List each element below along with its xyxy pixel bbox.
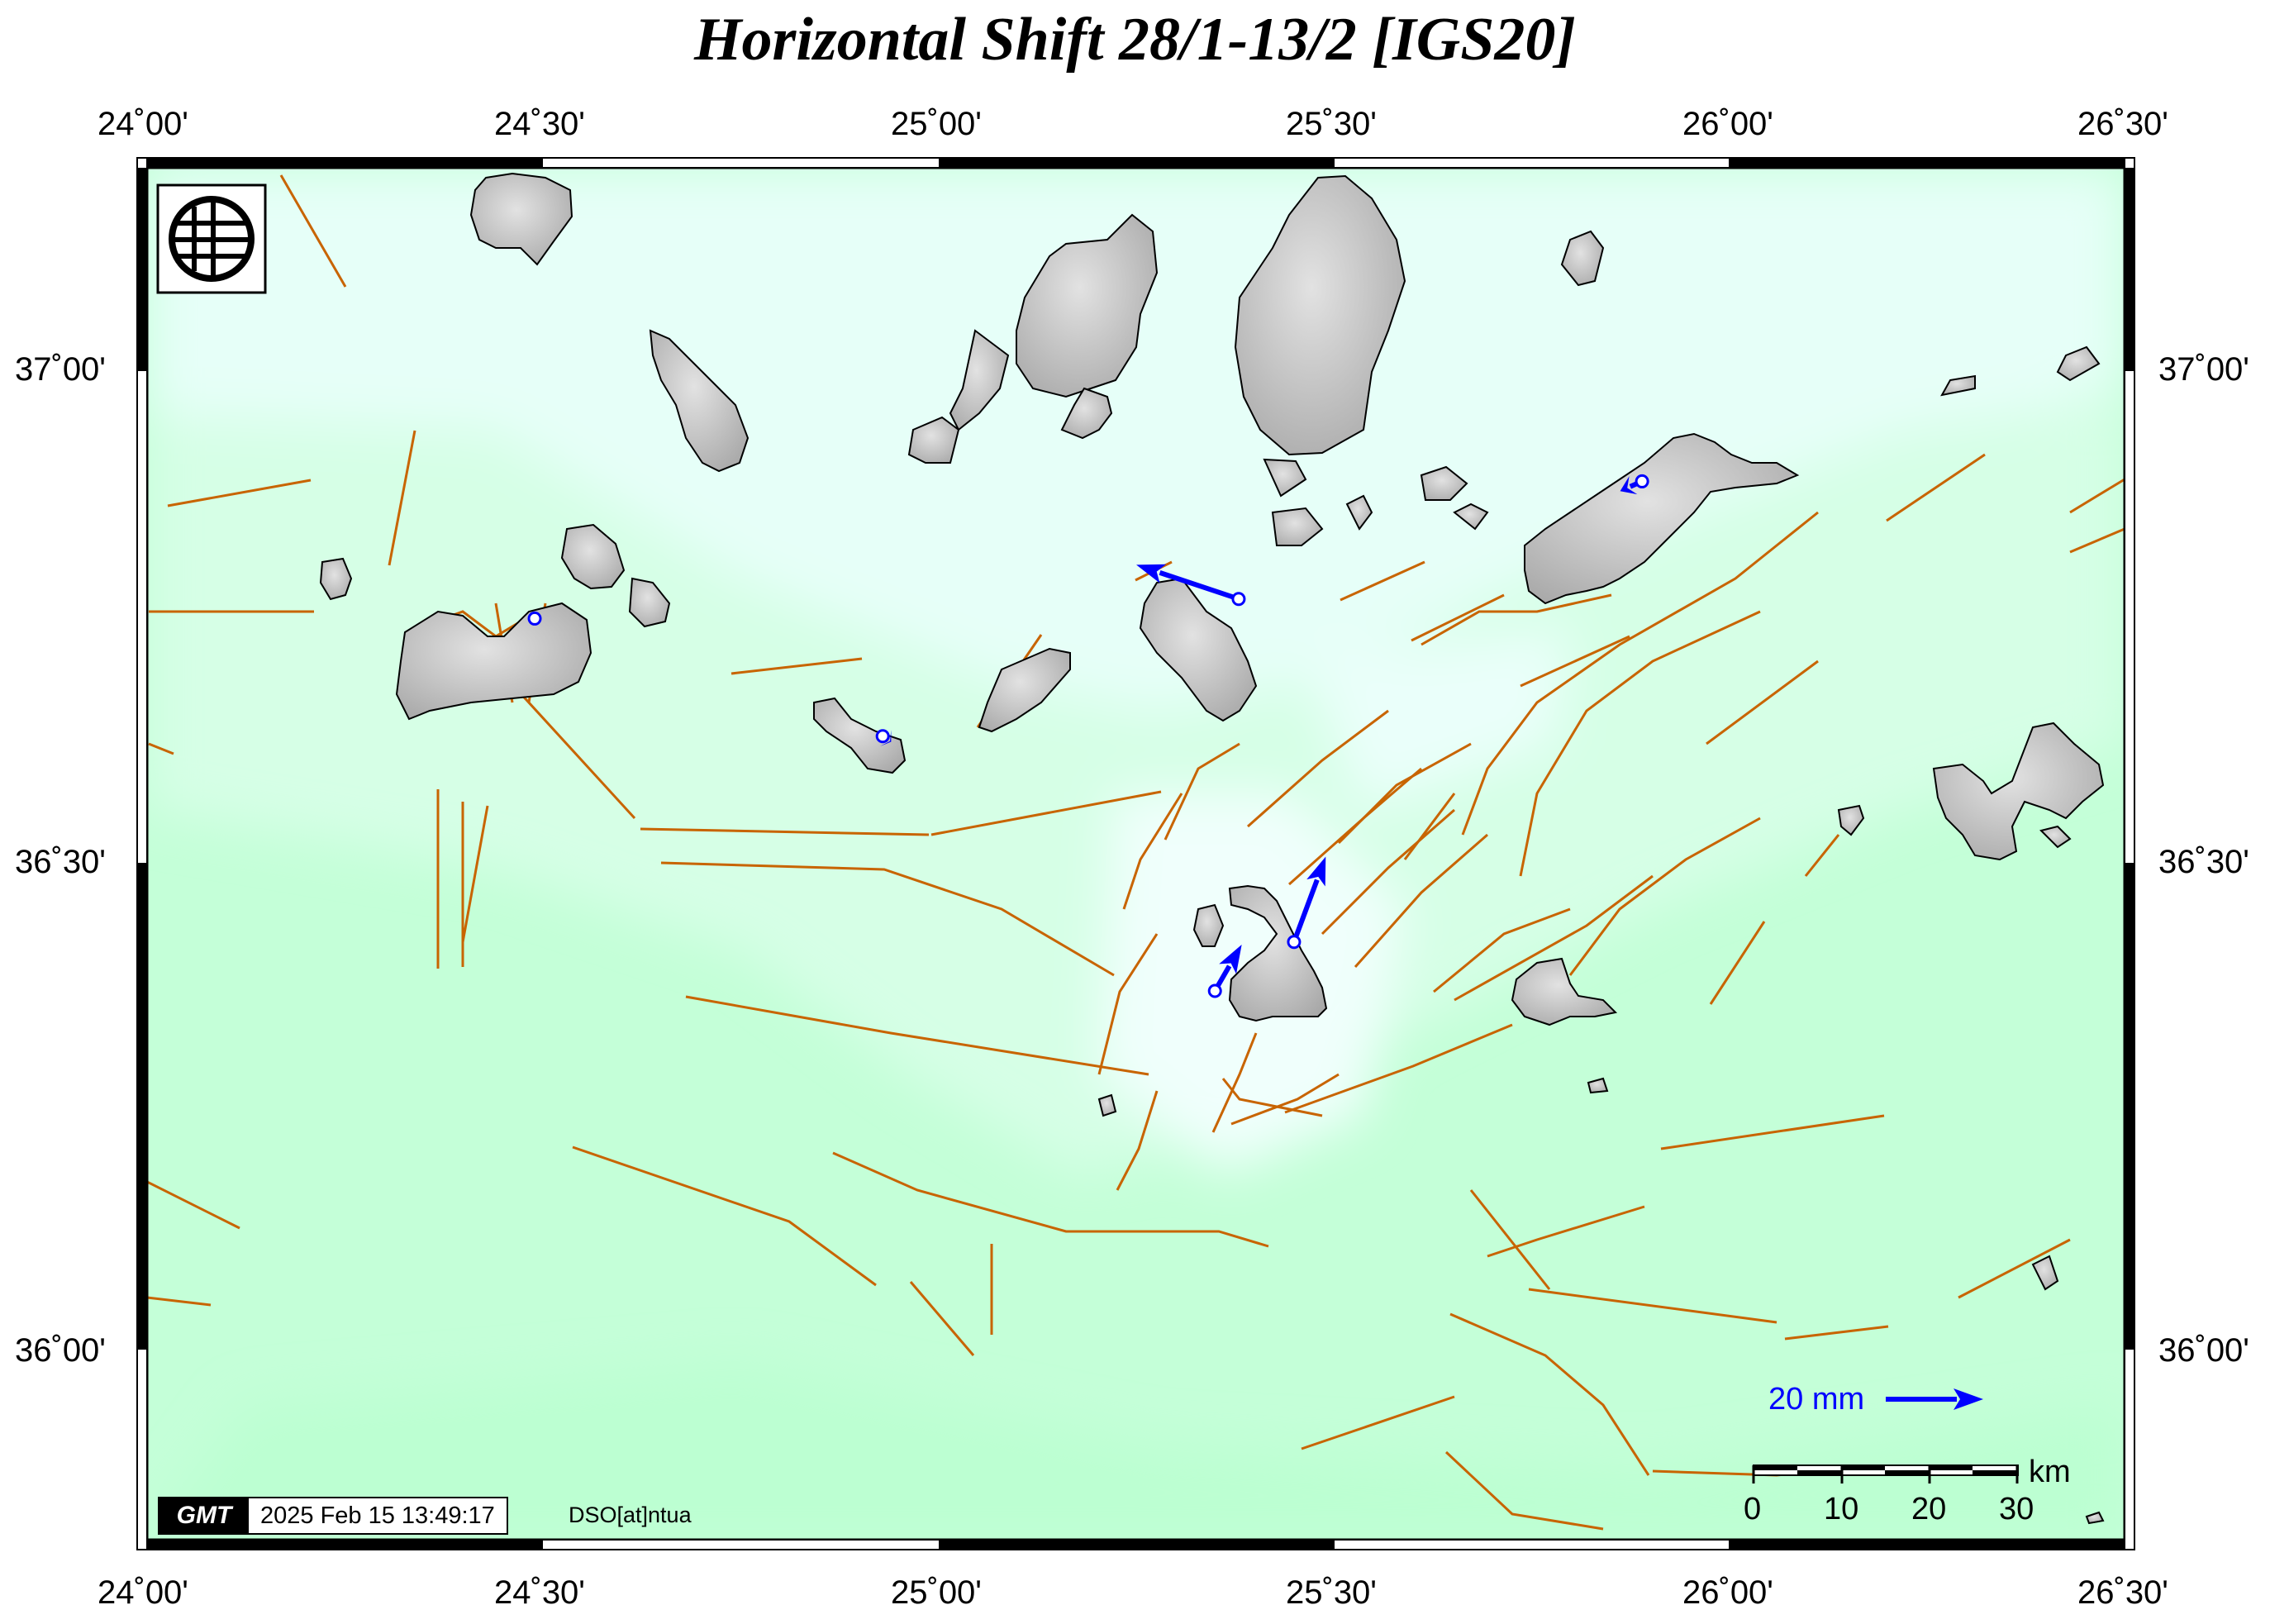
island-folegandros [813, 697, 907, 774]
lon-label-top: 24˚30' [494, 106, 585, 142]
island-therasia [1192, 903, 1225, 947]
island-kythnos [649, 329, 750, 473]
scale-tick-label: 30 [1999, 1492, 2034, 1526]
scale-tick-label: 10 [1824, 1492, 1859, 1526]
scale-unit: km [2029, 1455, 2071, 1489]
gmt-timestamp-stamp: GMT 2025 Feb 15 13:49:17 [158, 1497, 508, 1535]
lon-label-top: 26˚00' [1682, 106, 1773, 142]
scale-tick-label: 20 [1911, 1492, 1947, 1526]
lon-label-bottom: 24˚30' [494, 1574, 585, 1611]
vector-arrowhead [1136, 564, 1167, 583]
island-santorini [1228, 884, 1328, 1022]
lat-label-left: 36˚30' [15, 844, 106, 880]
lat-label-left: 36˚00' [15, 1332, 106, 1369]
gnss-station-marker [527, 611, 542, 626]
lon-label-top: 25˚00' [891, 106, 982, 142]
lat-label-right: 36˚00' [2158, 1332, 2249, 1369]
map-frame [136, 157, 2135, 1550]
reference-vector-label: 20 mm [1768, 1382, 1865, 1417]
lon-label-bottom: 26˚30' [2077, 1574, 2168, 1611]
island-paros [1139, 577, 1258, 722]
scale-bar [1752, 1464, 2019, 1484]
author-credit: DSO[at]ntua [569, 1503, 692, 1527]
vector-arrowhead [880, 730, 892, 747]
gnss-station-marker [1287, 935, 1302, 950]
island-kasos-small [2031, 1255, 2059, 1291]
displacement-vectors [527, 474, 1649, 998]
island-amorgos-north [1940, 374, 1976, 397]
vector-arrowhead [1219, 944, 1242, 974]
lon-label-bottom: 25˚30' [1286, 1574, 1377, 1611]
island-syros-kea [469, 172, 573, 266]
gmt-logo: GMT [159, 1498, 249, 1533]
reference-arrow [1886, 1388, 1983, 1410]
island-amorgos [1837, 804, 1865, 836]
lon-label-top: 24˚00' [98, 106, 188, 142]
displacement-vector [1159, 570, 1240, 602]
island-koufonisi [1453, 502, 1489, 531]
island-anafi-small-1 [1097, 1093, 1117, 1117]
gnss-station-marker [1635, 474, 1649, 488]
institution-logo [156, 183, 267, 294]
lat-label-right: 37˚00' [2158, 351, 2249, 388]
island-milos [395, 602, 592, 721]
lat-label-right: 36˚30' [2158, 844, 2249, 880]
island-naxos-small-1 [1271, 507, 1324, 546]
island-siphnos-small [319, 557, 353, 601]
lon-label-bottom: 25˚00' [891, 1574, 982, 1611]
island-naxos-small-3 [1420, 465, 1468, 501]
island-donousa [2056, 345, 2101, 382]
map-title: Horizontal Shift 28/1-13/2 [IGS20] [693, 6, 1576, 74]
island-ios-ish [1511, 957, 1618, 1026]
gnss-station-marker [1231, 592, 1246, 607]
island-serifos [560, 523, 626, 590]
gnss-station-marker [1207, 983, 1222, 998]
lat-label-left: 37˚00' [15, 351, 106, 388]
lon-label-bottom: 24˚00' [98, 1574, 188, 1611]
island-andros [1234, 174, 1406, 456]
lon-label-top: 25˚30' [1286, 106, 1377, 142]
island-small-north [907, 416, 960, 464]
displacement-vector [1292, 879, 1320, 943]
island-anafi-small-2 [1587, 1077, 1609, 1094]
vector-arrowhead [1306, 856, 1326, 887]
island-ios [1060, 387, 1113, 440]
island-tinos [1263, 458, 1307, 498]
island-syros [949, 329, 1010, 431]
island-sifnos [628, 577, 671, 628]
island-small-north-2 [1560, 230, 1605, 287]
island-naxos-small-2 [1345, 494, 1373, 531]
island-astypalaia [1932, 722, 2105, 861]
vector-arrowhead [1620, 476, 1638, 495]
island-east-small [2085, 1511, 2105, 1525]
lon-label-top: 26˚30' [2077, 106, 2168, 142]
gnss-station-marker [875, 729, 890, 744]
island-naxos-east [1524, 432, 1800, 605]
island-sikinos [978, 647, 1071, 733]
island-paros-big [1016, 213, 1159, 398]
island-far-east [2039, 825, 2072, 849]
islands [319, 172, 2105, 1525]
timestamp: 2025 Feb 15 13:49:17 [260, 1502, 495, 1529]
scale-tick-label: 0 [1744, 1492, 1762, 1526]
lon-label-bottom: 26˚00' [1682, 1574, 1773, 1611]
